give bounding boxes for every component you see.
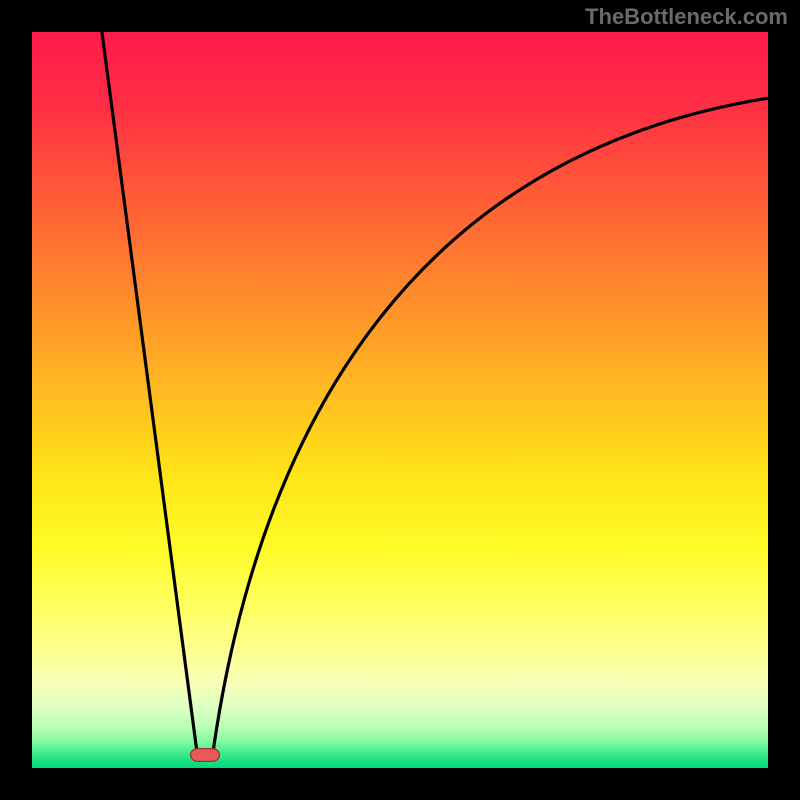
curve-left-segment (102, 32, 198, 757)
bottleneck-curve (32, 32, 768, 768)
plot-area (32, 32, 768, 768)
optimum-marker (190, 748, 220, 762)
watermark-text: TheBottleneck.com (585, 4, 788, 30)
curve-right-segment (212, 98, 768, 757)
optimum-marker-pill (191, 749, 220, 762)
